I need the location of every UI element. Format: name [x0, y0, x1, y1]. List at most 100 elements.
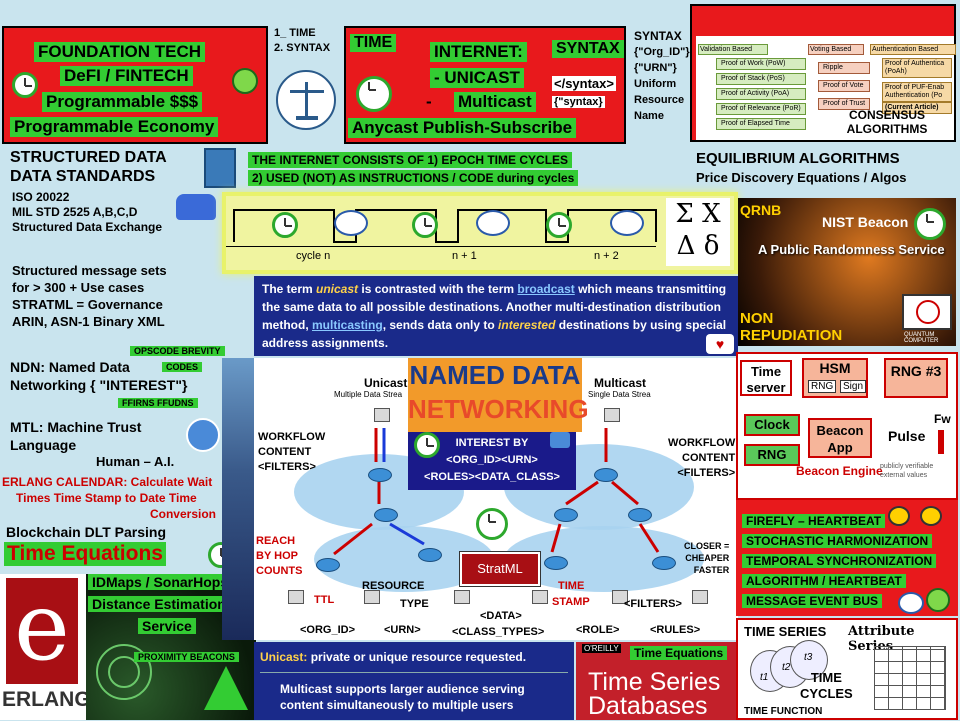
clock-icon: [914, 208, 946, 240]
document-icon: [204, 148, 236, 188]
computer-icon: [454, 590, 470, 604]
firefly-icon: [920, 506, 942, 526]
router-icon: [316, 558, 340, 572]
camera-icon: [550, 432, 570, 448]
clock-icon: [412, 212, 438, 238]
equilibrium-title: EQUILIBRIUM ALGORITHMS: [696, 150, 900, 167]
ffirns-tag: FFIRNS FFUDNS: [118, 398, 198, 408]
computer-icon: [532, 590, 548, 604]
qrnb-label: QRNB: [740, 202, 782, 218]
multicast-title: Multicast: [594, 376, 647, 390]
clock-icon: [414, 432, 440, 458]
cycle-label-n1: n + 1: [452, 250, 477, 262]
nist-beacon-service: A Public Randomness Service: [758, 242, 945, 257]
attribute-grid: [874, 646, 946, 710]
beacon-engine-label: Beacon Engine: [796, 464, 883, 478]
router-icon: [368, 468, 392, 482]
router-icon: [418, 548, 442, 562]
fw-bar: [938, 430, 944, 454]
firefly-line-2: STOCHASTIC HARMONIZATION: [742, 534, 933, 548]
nist-beacon-panel: QRNB NIST Beacon A Public Randomness Ser…: [738, 198, 956, 346]
oreilly-title-2: Databases: [588, 692, 708, 720]
urn-label: <URN>: [384, 624, 421, 636]
robot-icon: [232, 68, 258, 94]
firefly-icon: [888, 506, 910, 526]
clock-icon: [546, 212, 572, 238]
firefly-line-1: FIREFLY – HEARTBEAT: [742, 514, 886, 528]
epoch-cycle-strip: cycle n n + 1 n + 2 Σ Χ Δ δ: [222, 192, 738, 274]
firefly-line-5: MESSAGE EVENT BUS: [742, 594, 883, 608]
time-tag: TIME: [350, 34, 397, 52]
network-diagram: NAMED DATA NETWORKING Unicast Multiple D…: [254, 358, 738, 640]
unicast-title: Unicast: [364, 376, 408, 390]
time-equations-label: Time Equations: [4, 542, 166, 566]
computer-icon: [612, 590, 628, 604]
robot-icon: [926, 588, 950, 612]
justice-scale-icon: [276, 70, 336, 130]
nist-beacon-title: NIST Beacon: [822, 214, 909, 230]
foundation-line-1: FOUNDATION TECH: [34, 42, 206, 62]
blockchain-label: Blockchain DLT Parsing: [6, 524, 166, 540]
erlang-e-icon: e: [6, 578, 78, 684]
quantum-label: QUANTUM COMPUTER: [904, 332, 939, 344]
multicast-label: Multicast: [454, 92, 536, 112]
clock-icon: [272, 212, 298, 238]
erlang-calendar: ERLANG CALENDAR: Calculate Wait Times Ti…: [2, 475, 216, 521]
proximity-beacons: PROXIMITY BEACONS: [134, 652, 239, 662]
consensus-auth-list: Proof of Authentica (PoAh) Proof of PUF-…: [882, 58, 952, 114]
triangle-icon: [204, 666, 248, 710]
message-sets: Structured message sets for > 300 + Use …: [12, 263, 167, 329]
clock-icon: [12, 72, 38, 98]
oreilly-title-1: Time Series: [588, 668, 721, 696]
network-arrows: [333, 428, 660, 556]
foundation-panel: FOUNDATION TECH DeFI / FINTECH Programma…: [2, 26, 268, 144]
unicast-definition: The term unicast is contrasted with the …: [254, 276, 738, 356]
cycle-label-n: cycle n: [296, 250, 331, 262]
foundation-line-2: DeFI / FINTECH: [60, 66, 193, 86]
erlang-wordmark: ERLANG: [2, 688, 91, 711]
filters-label: <FILTERS>: [624, 598, 682, 610]
named-data-networking: NAMED DATA NETWORKING: [408, 358, 589, 432]
time-server-box: Time server: [740, 360, 792, 396]
heart-icon: ♥: [706, 334, 734, 354]
t2-label: t2: [782, 662, 791, 673]
pulse-label: Pulse: [888, 428, 926, 444]
role-label: <ROLE>: [576, 624, 620, 636]
unicast-label: - UNICAST: [430, 68, 524, 88]
rng3-box: RNG #3: [884, 358, 948, 398]
type-label: TYPE: [400, 598, 429, 610]
mtl-label: MTL: Machine Trust Language: [10, 419, 142, 453]
router-icon: [628, 508, 652, 522]
ttl-label: TTL: [314, 594, 335, 606]
human-ai-label: Human – A.I.: [96, 454, 175, 469]
ndn-label: NDN: Named Data Networking { "INTEREST"}: [10, 359, 188, 393]
router-icon: [652, 556, 676, 570]
idmaps-line-3: Service: [138, 618, 196, 634]
fw-label: Fw: [934, 412, 951, 426]
beacon-fine-print: publicly verifiable external values: [880, 463, 934, 479]
opscode-tag: OPSCODE BREVITY: [130, 346, 225, 356]
epoch-line-1: THE INTERNET CONSISTS OF 1) EPOCH TIME C…: [248, 152, 573, 168]
time-equations-tag: Time Equations: [630, 646, 728, 660]
cycle-label-n2: n + 2: [594, 250, 619, 262]
t1-label: t1: [760, 672, 769, 683]
wave-icon: [898, 592, 924, 614]
firefly-panel: FIREFLY – HEARTBEAT STOCHASTIC HARMONIZA…: [736, 500, 958, 616]
workflow-left: WORKFLOW CONTENT <FILTERS>: [258, 431, 326, 473]
computer-icon: [604, 408, 620, 422]
syntax-quote: {"syntax}: [552, 96, 605, 108]
stratml-box: StratML: [460, 552, 540, 586]
wave-icon: [476, 210, 510, 236]
consensus-validation-list: Proof of Work (PoW) Proof of Stack (PoS)…: [716, 58, 806, 130]
unicast-bar: Unicast: private or unique resource requ…: [254, 642, 574, 720]
computer-icon: [374, 408, 390, 422]
router-icon: [374, 508, 398, 522]
multicast-sub: Single Data Strea: [588, 390, 651, 399]
foundation-line-3: Programmable $$$: [42, 92, 203, 112]
codes-tag: CODES: [162, 362, 203, 372]
anycast-label: Anycast Publish-Subscribe: [348, 118, 577, 138]
consensus-header-auth: Authentication Based: [870, 44, 956, 55]
equilibrium-subtitle: Price Discovery Equations / Algos: [696, 170, 907, 185]
hat-icon: [176, 194, 216, 220]
time-function-label: TIME FUNCTION: [744, 706, 823, 717]
